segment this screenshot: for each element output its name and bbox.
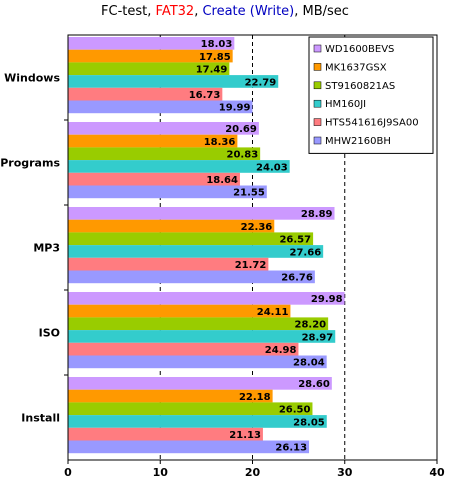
bars: 18.03 17.85 17.49 22.79 16.73 19.99 20.69 18.36…	[68, 37, 345, 454]
value-label: 18.64	[206, 175, 238, 186]
bar	[68, 87, 223, 101]
legend-label: MK1637GSX	[325, 62, 387, 73]
bar	[68, 219, 275, 233]
category-label: Programs	[0, 157, 60, 170]
legend-label: ST9160821AS	[325, 81, 395, 92]
legend: WD1600BEVS MK1637GSX ST9160821AS HM160JI HTS…	[308, 36, 434, 154]
bar	[68, 245, 324, 258]
value-label: 22.79	[245, 77, 277, 88]
bar	[68, 134, 238, 148]
legend-label: HTS541616J9SA00	[325, 118, 419, 129]
axes: Windows Programs MP3 ISO Install 0 10 20 30 40	[0, 34, 445, 479]
bar	[68, 49, 233, 63]
x-tick-label: 10	[153, 466, 169, 479]
bar	[68, 185, 267, 199]
bar	[68, 122, 259, 135]
value-label: 21.72	[235, 260, 267, 271]
bar	[68, 37, 235, 50]
title-part-1: FC-test,	[101, 4, 156, 19]
value-label: 17.49	[196, 65, 228, 76]
value-label: 28.97	[302, 332, 334, 343]
bar	[68, 402, 313, 416]
x-tick-label: 0	[64, 466, 72, 479]
value-label: 20.69	[225, 124, 257, 135]
category-label: MP3	[33, 242, 60, 255]
value-label: 21.55	[233, 188, 265, 199]
category-label: ISO	[39, 327, 60, 340]
bar	[68, 207, 335, 220]
legend-box	[308, 36, 434, 154]
value-label: 26.76	[281, 273, 313, 284]
value-label: 28.04	[293, 358, 325, 369]
value-label: 16.73	[189, 90, 221, 101]
value-label: 26.13	[275, 443, 307, 454]
value-label: 28.20	[295, 320, 327, 331]
x-tick-label: 40	[429, 466, 445, 479]
legend-swatch	[313, 136, 322, 145]
bar	[68, 355, 327, 369]
x-tick-label: 20	[245, 466, 261, 479]
value-label: 22.36	[241, 222, 273, 233]
value-label: 28.89	[301, 209, 333, 220]
chart-title: FC-test, FAT32, Create (Write), MB/sec	[0, 4, 450, 19]
legend-swatch	[313, 63, 322, 71]
value-label: 24.03	[256, 162, 288, 173]
title-part-fs: FAT32	[155, 4, 195, 19]
value-label: 20.83	[227, 150, 259, 161]
value-label: 29.98	[311, 294, 343, 305]
value-label: 28.05	[293, 417, 325, 428]
value-label: 24.11	[257, 307, 289, 318]
bar	[68, 172, 240, 186]
value-label: 17.85	[199, 52, 231, 63]
title-part-5: , MB/sec	[294, 4, 349, 19]
bar	[68, 292, 345, 305]
value-label: 21.13	[229, 430, 261, 441]
legend-swatch	[313, 44, 322, 53]
bar	[68, 160, 290, 173]
bar	[68, 270, 315, 284]
legend-label: WD1600BEVS	[325, 44, 394, 55]
value-label: 22.18	[239, 392, 271, 403]
value-label: 26.50	[279, 405, 311, 416]
bar	[68, 257, 269, 271]
value-label: 26.57	[279, 235, 311, 246]
bar	[68, 75, 279, 88]
legend-label: HM160JI	[325, 99, 366, 110]
bar	[68, 415, 327, 428]
category-label: Install	[21, 412, 60, 425]
value-label: 24.98	[265, 345, 297, 356]
bar	[68, 317, 329, 331]
value-label: 19.99	[219, 103, 251, 114]
title-part-3: ,	[194, 4, 203, 19]
bar	[68, 427, 263, 441]
value-label: 18.36	[204, 137, 236, 148]
legend-swatch	[313, 81, 322, 90]
legend-label: MHW2160BH	[325, 136, 391, 147]
bar	[68, 304, 291, 318]
bar	[68, 330, 336, 343]
x-tick-label: 30	[337, 466, 353, 479]
value-label: 18.03	[201, 39, 233, 50]
bar	[68, 147, 261, 161]
legend-swatch	[313, 118, 322, 126]
title-part-op: Create (Write)	[202, 4, 295, 19]
bar	[68, 342, 299, 356]
value-label: 27.66	[290, 247, 322, 258]
category-label: Windows	[4, 72, 60, 85]
bar	[68, 232, 314, 246]
bar	[68, 62, 230, 76]
bar	[68, 377, 332, 390]
bar	[68, 389, 273, 403]
value-label: 28.60	[298, 379, 330, 390]
legend-swatch	[313, 99, 322, 108]
bar	[68, 440, 310, 454]
bar	[68, 100, 253, 114]
